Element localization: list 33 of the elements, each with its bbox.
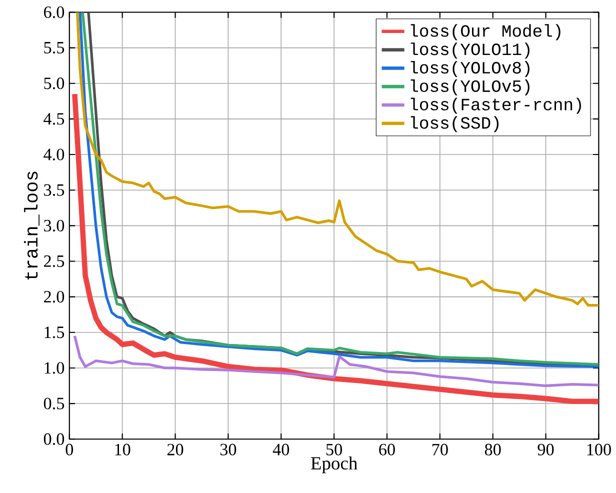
y-tick-label: 3.5 xyxy=(44,184,64,196)
legend-label: loss(YOLOv8) xyxy=(410,61,530,78)
y-tick-label: 5.5 xyxy=(44,42,64,54)
legend-label: loss(Faster-rcnn) xyxy=(410,98,581,114)
line-series xyxy=(73,334,599,388)
y-tick-label: 2.5 xyxy=(44,256,64,268)
x-tick-label: 0 xyxy=(66,444,74,456)
y-tick-label: 5.0 xyxy=(44,78,64,90)
y-tick-label: 1.0 xyxy=(44,362,64,374)
legend-label: loss(YOLOv5) xyxy=(410,80,530,96)
x-tick-label: 100 xyxy=(587,444,611,456)
x-tick-label: 10 xyxy=(115,444,130,456)
y-tick-label: 0.5 xyxy=(44,398,64,410)
y-tick-label: 4.0 xyxy=(44,148,64,161)
legend-label: loss(YOLO11) xyxy=(410,42,530,59)
x-axis-title: Epoch xyxy=(310,456,358,474)
x-tick-label: 90 xyxy=(538,444,554,456)
x-tick-label: 30 xyxy=(220,444,236,456)
y-tick-label: 0.0 xyxy=(44,433,64,446)
y-tick-label: 1.5 xyxy=(44,326,64,338)
x-tick-label: 50 xyxy=(326,444,342,456)
x-tick-label: 80 xyxy=(484,444,501,456)
y-tick-label: 3.0 xyxy=(44,220,64,232)
legend-label: loss(SSD) xyxy=(410,116,499,132)
legend-label: loss(Our Model) xyxy=(410,24,560,40)
x-tick-label: 70 xyxy=(432,444,448,456)
y-axis-title: train_loos xyxy=(24,172,40,280)
x-tick-label: 20 xyxy=(167,444,184,456)
x-tick-label: 40 xyxy=(272,444,290,456)
x-tick-label: 60 xyxy=(379,444,395,456)
y-tick-label: 4.5 xyxy=(44,113,64,125)
y-tick-label: 6.0 xyxy=(44,6,64,18)
y-tick-label: 2.0 xyxy=(44,291,64,303)
